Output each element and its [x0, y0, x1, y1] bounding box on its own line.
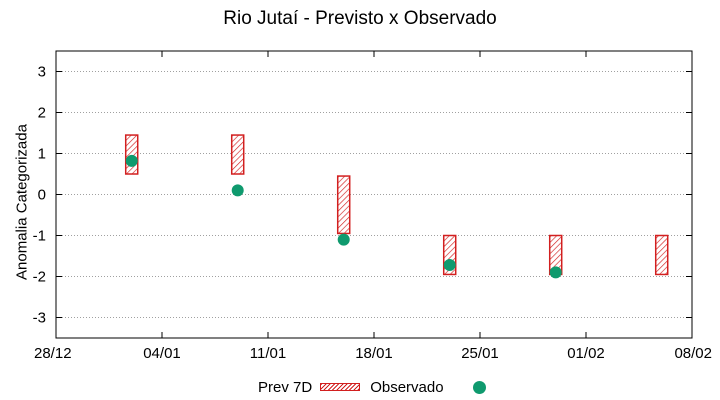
forecast-range-box — [230, 134, 245, 175]
forecast-range-box — [336, 175, 351, 235]
legend-label-forecast: Prev 7D — [258, 378, 313, 396]
observed-point — [231, 184, 244, 197]
x-tick-label: 25/01 — [461, 345, 499, 362]
y-tick-label: -3 — [33, 310, 46, 327]
observed-point — [443, 259, 456, 272]
x-tick-label: 08/02 — [674, 345, 712, 362]
observed-point — [337, 233, 350, 246]
legend: Prev 7D Observado — [258, 377, 486, 397]
observed-point — [125, 154, 138, 167]
x-tick-label: 18/01 — [355, 345, 393, 362]
y-tick-label: 1 — [38, 146, 46, 163]
legend-swatch-forecast — [320, 383, 361, 391]
x-tick-label: 01/02 — [567, 345, 605, 362]
y-tick-label: -1 — [33, 228, 46, 245]
observed-point — [549, 266, 562, 279]
y-tick-label: -2 — [33, 269, 46, 286]
x-tick-label: 04/01 — [143, 345, 181, 362]
legend-label-observed: Observado — [370, 378, 444, 396]
x-tick-label: 11/01 — [250, 345, 286, 362]
y-tick-label: 0 — [38, 187, 46, 204]
plot-frame — [55, 50, 693, 339]
forecast-range-box — [654, 234, 669, 276]
legend-swatch-observed — [472, 380, 486, 394]
forecast-range-box — [124, 134, 139, 175]
x-tick-label: 28/12 — [34, 345, 72, 362]
chart-title: Rio Jutaí - Previsto x Observado — [223, 8, 497, 29]
y-tick-label: 2 — [38, 105, 46, 122]
y-tick-label: 3 — [38, 64, 46, 81]
